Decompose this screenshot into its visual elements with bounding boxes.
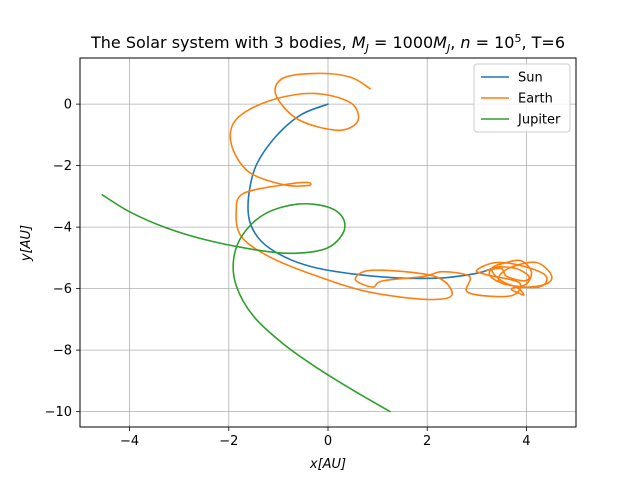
legend-frame — [473, 63, 571, 133]
y-tick-label: −8 — [53, 344, 72, 359]
series-line-sun — [247, 103, 493, 280]
legend-label-jupiter: Jupiter — [517, 113, 561, 128]
y-tick-label: −6 — [53, 282, 72, 297]
y-tick-label: 0 — [64, 98, 72, 113]
y-tick-label: −2 — [53, 159, 72, 174]
chart-title: The Solar system with 3 bodies, MJ = 100… — [90, 32, 565, 55]
x-tick-label: 2 — [423, 434, 431, 449]
legend-label-earth: Earth — [518, 92, 553, 107]
x-tick-label: −2 — [219, 434, 238, 449]
y-tick-label: −4 — [53, 221, 72, 236]
x-axis-label: x[AU] — [309, 457, 346, 472]
x-tick-label: 0 — [324, 434, 332, 449]
series-line-earth — [229, 72, 553, 301]
legend-label-sun: Sun — [518, 71, 543, 86]
x-tick-label: 4 — [522, 434, 530, 449]
x-tick-label: −4 — [120, 434, 139, 449]
series-line-jupiter — [101, 194, 391, 413]
y-tick-label: −10 — [45, 405, 72, 420]
axis-ticks: −4 −2 0 2 4 0 −2 −4 −6 −8 −10 — [45, 98, 531, 449]
legend: Sun Earth Jupiter — [473, 63, 571, 133]
series-lines — [101, 72, 553, 413]
y-axis-label: y[AU] — [19, 225, 34, 262]
